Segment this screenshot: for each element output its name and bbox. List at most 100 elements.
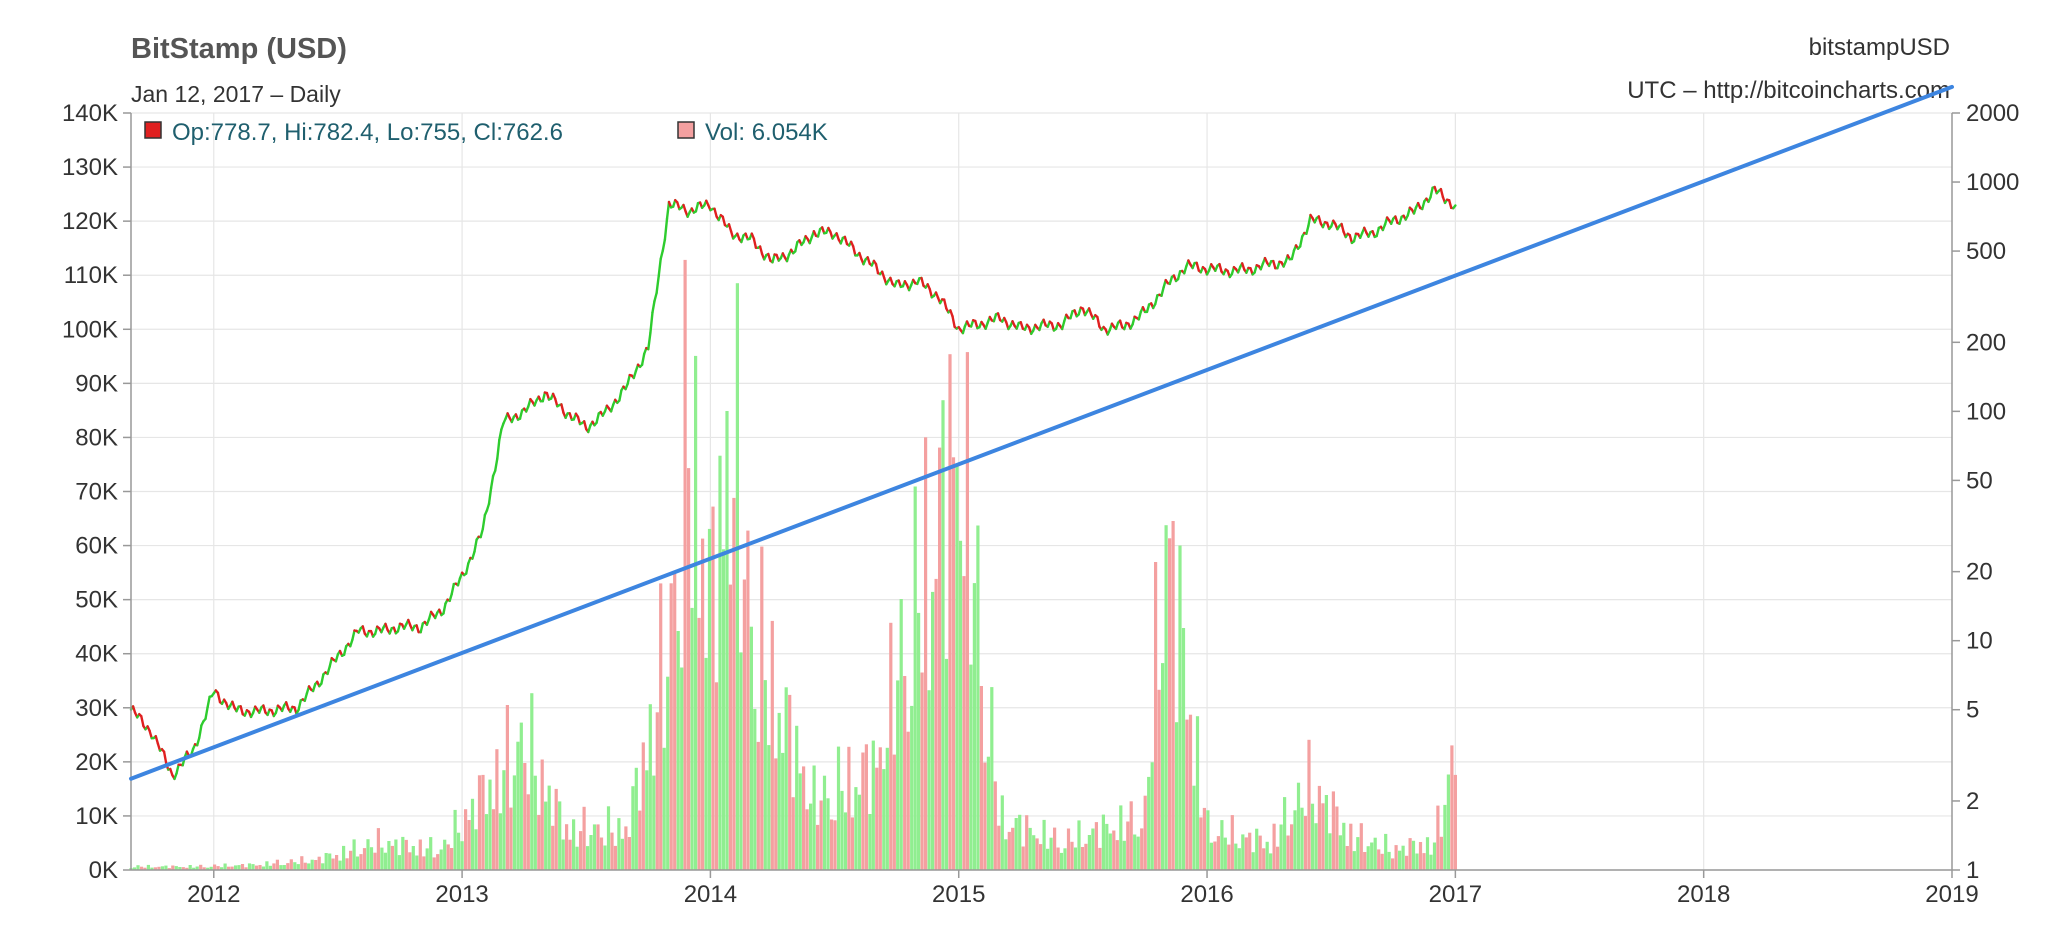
volume-bar <box>725 411 728 870</box>
volume-bar <box>248 863 251 870</box>
left-tick-label: 120K <box>62 208 118 235</box>
volume-bar <box>757 742 760 870</box>
volume-bar <box>1409 838 1412 870</box>
volume-bar <box>1318 786 1321 870</box>
volume-bar <box>1402 846 1405 870</box>
volume-bar <box>809 804 812 870</box>
volume-bar <box>1314 823 1317 870</box>
volume-bar <box>743 580 746 871</box>
right-tick-label: 1 <box>1966 857 1979 884</box>
volume-bar <box>955 465 958 870</box>
volume-bar <box>335 855 338 870</box>
volume-bar <box>356 857 359 871</box>
volume-bar <box>593 824 596 870</box>
volume-bar <box>1123 841 1126 870</box>
right-tick-label: 10 <box>1966 628 1993 655</box>
volume-bar <box>823 776 826 870</box>
right-tick-label: 200 <box>1966 329 2006 356</box>
volume-bar <box>436 854 439 870</box>
volume-bar <box>1189 715 1192 870</box>
volume-bar <box>1057 848 1060 871</box>
volume-bar <box>631 786 634 870</box>
volume-bar <box>1363 852 1366 870</box>
volume-bar <box>555 789 558 870</box>
volume-bar <box>1126 822 1129 871</box>
volume-bar <box>562 840 565 871</box>
volume-bar <box>286 863 289 870</box>
left-tick-label: 70K <box>75 479 118 506</box>
volume-bar <box>858 795 861 870</box>
volume-bar <box>1098 848 1101 870</box>
volume-bar <box>659 583 662 870</box>
volume-bar <box>1140 828 1143 870</box>
volume-bar <box>718 456 721 870</box>
volume-bar <box>792 797 795 870</box>
volume-bar <box>290 859 293 870</box>
volume-bar <box>394 840 397 871</box>
volume-bar <box>405 840 408 870</box>
x-tick-label: 2019 <box>1925 881 1978 908</box>
left-tick-label: 100K <box>62 316 118 343</box>
right-tick-label: 20 <box>1966 559 1993 586</box>
volume-bar <box>1252 852 1255 870</box>
volume-bar <box>973 583 976 870</box>
volume-bar <box>837 747 840 870</box>
volume-bar <box>830 820 833 871</box>
volume-bar <box>1377 849 1380 870</box>
volume-bar <box>443 840 446 870</box>
volume-bar <box>652 776 655 870</box>
volume-bar <box>213 865 216 871</box>
volume-bar <box>325 853 328 870</box>
volume-bar <box>384 853 387 870</box>
volume-bar <box>1342 823 1345 870</box>
volume-bar <box>983 763 986 870</box>
volume-bar <box>276 860 279 870</box>
volume-bar <box>1022 847 1025 871</box>
volume-bar <box>952 457 955 870</box>
volume-bar <box>987 757 990 870</box>
volume-bar <box>565 824 568 870</box>
volume-bar <box>1060 853 1063 870</box>
volume-bar <box>1300 808 1303 870</box>
volume-bar <box>495 749 498 870</box>
volume-bar <box>1297 783 1300 870</box>
volume-bar <box>147 865 150 870</box>
volume-legend-swatch <box>678 122 694 138</box>
right-tick-label: 2 <box>1966 788 1979 815</box>
volume-bar <box>1367 846 1370 870</box>
price-segment <box>1453 206 1455 209</box>
volume-bar <box>1328 833 1331 870</box>
volume-bar <box>1332 791 1335 870</box>
volume-bar <box>865 744 868 870</box>
volume-bar <box>321 863 324 870</box>
volume-bar <box>868 814 871 870</box>
volume-bar <box>1116 840 1119 870</box>
volume-bar <box>1203 808 1206 870</box>
volume-bar <box>1199 817 1202 870</box>
volume-bar <box>1374 838 1377 870</box>
volume-bar <box>419 840 422 871</box>
left-tick-label: 90K <box>75 370 118 397</box>
volume-bar <box>520 723 523 870</box>
volume-bar <box>370 847 373 870</box>
volume-bar <box>994 781 997 870</box>
volume-bar <box>607 806 610 870</box>
volume-bar <box>569 840 572 870</box>
volume-bar <box>1008 832 1011 870</box>
volume-bar <box>1238 848 1241 870</box>
volume-bar <box>680 668 683 871</box>
volume-bar <box>722 549 725 870</box>
volume-bar <box>387 841 390 870</box>
volume-bar <box>1266 842 1269 870</box>
volume-bar <box>795 726 798 870</box>
chart-subtitle: Jan 12, 2017 – Daily <box>131 81 341 107</box>
right-tick-label: 5 <box>1966 697 1979 724</box>
volume-bar <box>558 801 561 870</box>
volume-bar <box>1039 844 1042 870</box>
volume-bar <box>224 864 227 871</box>
volume-bar <box>391 846 394 870</box>
volume-bar <box>1213 842 1216 871</box>
volume-bar <box>806 809 809 870</box>
volume-bar <box>666 677 669 870</box>
